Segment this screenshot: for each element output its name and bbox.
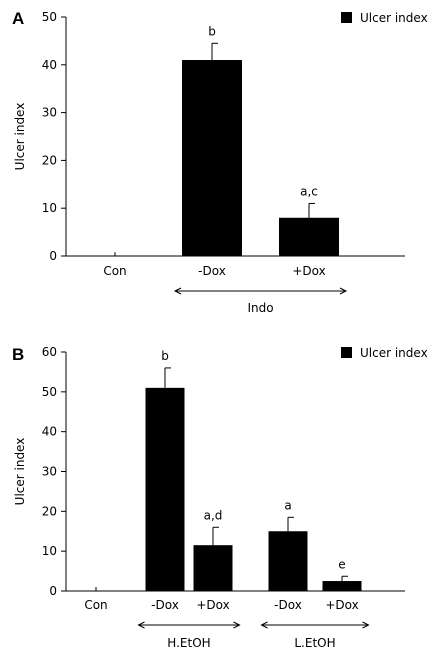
significance-label: b	[161, 349, 169, 363]
legend-swatch	[341, 12, 352, 23]
y-tick-label: 40	[42, 58, 57, 72]
y-tick-label: 10	[42, 544, 57, 558]
y-tick-label: 0	[49, 249, 57, 263]
bar	[193, 545, 233, 591]
bar	[268, 531, 308, 591]
x-tick-label: +Dox	[325, 598, 358, 612]
panel-letter-B: B	[12, 345, 24, 364]
x-tick-label: Con	[103, 264, 126, 278]
x-tick-label: -Dox	[151, 598, 179, 612]
significance-label: a	[284, 498, 291, 512]
y-tick-label: 30	[42, 465, 57, 479]
y-tick-label: 50	[42, 10, 57, 24]
panel-letter-A: A	[12, 9, 24, 28]
y-tick-label: 30	[42, 106, 57, 120]
group-label: L.EtOH	[294, 636, 335, 650]
x-tick-label: Con	[84, 598, 107, 612]
significance-label: e	[338, 557, 345, 571]
x-tick-label: -Dox	[198, 264, 226, 278]
significance-label: a,c	[300, 184, 318, 198]
y-tick-label: 40	[42, 425, 57, 439]
y-tick-label: 60	[42, 345, 57, 359]
y-tick-label: 20	[42, 504, 57, 518]
group-arrow-head-left	[260, 621, 268, 629]
y-tick-label: 50	[42, 385, 57, 399]
group-arrow-head-left	[173, 287, 182, 295]
group-arrow-head-right	[233, 621, 241, 629]
legend-swatch	[341, 347, 352, 358]
y-tick-label: 20	[42, 153, 57, 167]
significance-label: a,d	[204, 508, 223, 522]
bar	[322, 581, 362, 591]
legend-label: Ulcer index	[360, 11, 428, 25]
bar	[145, 387, 185, 591]
x-tick-label: +Dox	[196, 598, 229, 612]
bar	[279, 217, 339, 256]
bar	[182, 60, 242, 256]
group-arrow-head-right	[339, 287, 348, 295]
y-tick-label: 10	[42, 201, 57, 215]
legend-label: Ulcer index	[360, 346, 428, 360]
x-tick-label: +Dox	[292, 264, 325, 278]
group-label: Indo	[247, 301, 273, 315]
y-axis-label: Ulcer index	[13, 103, 27, 171]
group-label: H.EtOH	[167, 636, 210, 650]
y-tick-label: 0	[49, 584, 57, 598]
y-axis-label: Ulcer index	[13, 438, 27, 506]
x-tick-label: -Dox	[274, 598, 302, 612]
significance-label: b	[208, 24, 216, 38]
group-arrow-head-left	[137, 621, 145, 629]
group-arrow-head-right	[362, 621, 370, 629]
